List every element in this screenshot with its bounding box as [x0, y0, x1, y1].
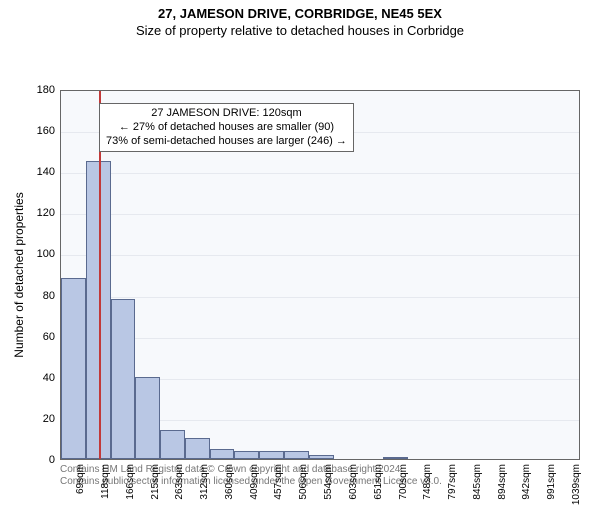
- callout-line2: ← 27% of detached houses are smaller (90…: [106, 121, 347, 135]
- x-tick-label: 554sqm: [323, 464, 334, 500]
- x-tick-label: 312sqm: [199, 464, 210, 500]
- x-tick-label: 118sqm: [100, 464, 111, 499]
- callout-box: 27 JAMESON DRIVE: 120sqm ← 27% of detach…: [99, 103, 354, 152]
- x-tick-label: 409sqm: [249, 464, 260, 500]
- gridline: [61, 297, 579, 298]
- gridline: [61, 338, 579, 339]
- histogram-bar: [135, 377, 160, 459]
- histogram-bar: [61, 278, 86, 459]
- y-axis-label: Number of detached properties: [12, 192, 26, 357]
- y-tick-label: 20: [43, 413, 55, 425]
- x-tick-label: 1039sqm: [571, 464, 582, 505]
- gridline: [61, 214, 579, 215]
- x-tick-label: 651sqm: [373, 464, 384, 500]
- x-tick-label: 797sqm: [447, 464, 458, 500]
- x-tick-label: 69sqm: [75, 464, 86, 494]
- title-address: 27, JAMESON DRIVE, CORBRIDGE, NE45 5EX: [0, 6, 600, 21]
- y-tick-label: 60: [43, 331, 55, 343]
- x-tick-label: 457sqm: [273, 464, 284, 500]
- chart-container: Number of detached properties 27 JAMESON…: [60, 90, 580, 460]
- y-tick-label: 0: [49, 454, 55, 466]
- x-tick-label: 894sqm: [497, 464, 508, 500]
- histogram-bar: [111, 299, 136, 459]
- x-tick-label: 845sqm: [472, 464, 483, 500]
- x-tick-label: 506sqm: [298, 464, 309, 500]
- y-tick-label: 180: [37, 84, 55, 96]
- histogram-bar: [309, 455, 334, 459]
- gridline: [61, 173, 579, 174]
- y-tick-label: 100: [37, 248, 55, 260]
- x-tick-label: 991sqm: [546, 464, 557, 500]
- x-tick-label: 748sqm: [422, 464, 433, 500]
- gridline: [61, 255, 579, 256]
- y-tick-label: 120: [37, 207, 55, 219]
- histogram-bar: [86, 161, 111, 459]
- histogram-bar: [383, 457, 408, 459]
- x-tick-label: 942sqm: [521, 464, 532, 500]
- y-tick-label: 160: [37, 125, 55, 137]
- histogram-bar: [210, 449, 235, 459]
- histogram-bar: [185, 438, 210, 459]
- x-tick-label: 215sqm: [150, 464, 161, 500]
- title-subtitle: Size of property relative to detached ho…: [0, 23, 600, 38]
- x-tick-label: 263sqm: [174, 464, 185, 500]
- histogram-bar: [234, 451, 259, 459]
- y-tick-label: 80: [43, 290, 55, 302]
- y-tick-label: 140: [37, 166, 55, 178]
- histogram-bar: [259, 451, 284, 459]
- callout-line1: 27 JAMESON DRIVE: 120sqm: [106, 107, 347, 121]
- callout-line3: 73% of semi-detached houses are larger (…: [106, 135, 347, 149]
- x-tick-label: 700sqm: [398, 464, 409, 500]
- x-tick-label: 360sqm: [224, 464, 235, 500]
- histogram-bar: [160, 430, 185, 459]
- y-tick-label: 40: [43, 372, 55, 384]
- x-tick-label: 603sqm: [348, 464, 359, 500]
- histogram-bar: [284, 451, 309, 459]
- plot-area: 27 JAMESON DRIVE: 120sqm ← 27% of detach…: [60, 90, 580, 460]
- x-tick-label: 166sqm: [125, 464, 136, 500]
